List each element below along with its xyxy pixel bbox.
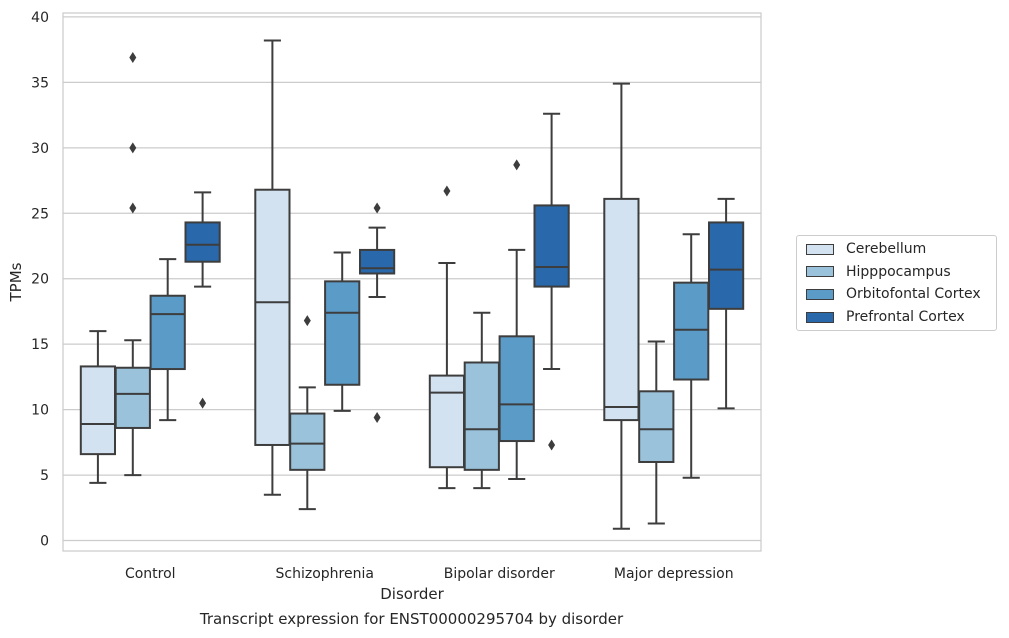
box bbox=[114, 366, 151, 429]
box-group-bipolar-disorder bbox=[428, 112, 570, 490]
outlier-point bbox=[513, 159, 521, 171]
box bbox=[324, 280, 361, 386]
y-tick-label: 15 bbox=[31, 337, 49, 353]
tick-labels: 0 5 10 15 20 25 30 35 40 Control Schizophrenia Bipo… bbox=[31, 10, 733, 582]
y-tick-label: 10 bbox=[31, 403, 49, 419]
box bbox=[673, 281, 710, 381]
plot-frame bbox=[62, 12, 762, 552]
box bbox=[428, 374, 466, 469]
outlier-point bbox=[373, 202, 381, 214]
box bbox=[707, 221, 745, 310]
legend-label: Orbitofontal Cortex bbox=[846, 286, 981, 303]
legend-swatch bbox=[806, 266, 834, 278]
box-group-control bbox=[79, 52, 221, 484]
figure-caption: Transcript expression for ENST0000029570… bbox=[199, 610, 624, 628]
outlier-point bbox=[373, 411, 381, 423]
legend-swatch bbox=[806, 243, 834, 255]
legend-label: Cerebellum bbox=[846, 241, 927, 257]
y-tick-label: 20 bbox=[31, 272, 49, 288]
x-tick-label: Bipolar disorder bbox=[444, 566, 555, 582]
box bbox=[498, 335, 535, 443]
legend-item: Hipppocampus bbox=[806, 263, 951, 281]
outlier-point bbox=[199, 397, 207, 409]
outlier-point bbox=[443, 185, 451, 197]
box-groups bbox=[79, 39, 745, 530]
box-group-major-depression bbox=[603, 82, 745, 530]
legend-swatch bbox=[806, 311, 834, 323]
x-tick-label: Schizophrenia bbox=[276, 566, 374, 582]
box bbox=[289, 412, 326, 471]
box bbox=[184, 221, 221, 263]
box-group-schizophrenia bbox=[254, 39, 396, 511]
legend-item: Prefrontal Cortex bbox=[806, 308, 965, 326]
box bbox=[254, 188, 291, 446]
x-tick-label: Control bbox=[125, 566, 176, 582]
y-tick-label: 35 bbox=[31, 75, 49, 91]
box bbox=[463, 361, 500, 471]
y-axis-label: TPMs bbox=[7, 262, 25, 302]
outlier-point bbox=[303, 315, 311, 327]
legend: Cerebellum Hipppocampus Orbitofontal Corte… bbox=[796, 235, 997, 331]
y-tick-label: 5 bbox=[40, 468, 49, 484]
y-tick-label: 0 bbox=[40, 534, 49, 550]
outlier-point bbox=[129, 142, 137, 154]
legend-item: Cerebellum bbox=[806, 240, 926, 258]
legend-label: Prefrontal Cortex bbox=[846, 309, 965, 326]
y-tick-label: 25 bbox=[31, 206, 49, 222]
x-tick-label: Major depression bbox=[614, 566, 734, 582]
legend-item: Orbitofontal Cortex bbox=[806, 285, 981, 303]
outlier-point bbox=[129, 52, 137, 64]
box bbox=[79, 365, 117, 456]
legend-swatch bbox=[806, 288, 834, 300]
box bbox=[149, 294, 186, 371]
legend-label: Hipppocampus bbox=[846, 263, 951, 280]
outlier-point bbox=[548, 439, 556, 451]
y-tick-label: 40 bbox=[31, 10, 49, 26]
box bbox=[638, 390, 675, 463]
box bbox=[358, 248, 396, 275]
y-tick-label: 30 bbox=[31, 141, 49, 157]
x-axis-label: Disorder bbox=[380, 585, 444, 603]
box bbox=[603, 197, 640, 422]
outlier-point bbox=[129, 202, 137, 214]
box bbox=[533, 204, 570, 288]
